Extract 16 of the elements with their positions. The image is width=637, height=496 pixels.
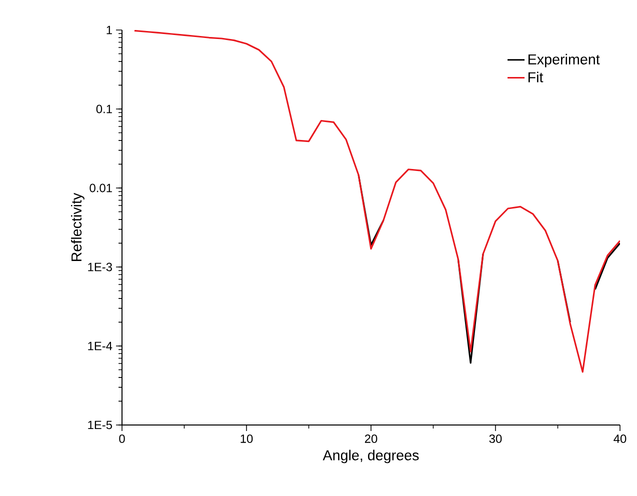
y-tick-label: 1E-3 xyxy=(88,262,112,272)
x-axis-title: Angle, degrees xyxy=(322,450,419,464)
y-tick-label: 1E-4 xyxy=(88,342,112,350)
y-tick-label: 0.1 xyxy=(96,104,112,114)
y-tick-label: 1 xyxy=(106,26,112,34)
x-tick-label: 40 xyxy=(614,434,626,443)
legend-label: Experiment xyxy=(528,54,600,68)
y-axis-title: Reflectivity xyxy=(71,192,84,261)
x-tick-label: 20 xyxy=(364,434,378,443)
x-tick-label: 10 xyxy=(240,434,253,443)
x-tick-label: 30 xyxy=(489,434,502,443)
line-series xyxy=(134,30,620,373)
legend-label: Fit xyxy=(528,72,544,82)
y-tick-label: 1E-5 xyxy=(88,420,112,430)
y-tick-label: 0.01 xyxy=(90,184,112,192)
x-tick-label: 0 xyxy=(119,434,125,443)
